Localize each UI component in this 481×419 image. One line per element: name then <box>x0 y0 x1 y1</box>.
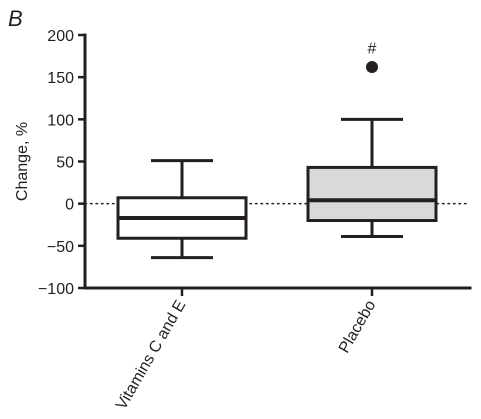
y-axis-title: Change, % <box>14 122 31 201</box>
y-tick-label: 150 <box>47 70 74 87</box>
y-tick-label: 100 <box>47 112 74 129</box>
x-tick-label: Vitamins C and E <box>113 298 189 413</box>
y-tick-label: 200 <box>47 28 74 45</box>
panel-label: B <box>8 6 23 31</box>
y-tick-label: 0 <box>65 197 74 214</box>
plot-area: −100 −50 0 50 100 150 200 Change, % Vitamins C a… <box>14 28 472 413</box>
significance-annotation: # <box>368 41 377 58</box>
y-tick-label: −50 <box>47 239 74 256</box>
x-tick-label: Placebo <box>336 297 380 356</box>
y-tick-label: 50 <box>56 155 74 172</box>
y-tick-label: −100 <box>38 281 74 298</box>
box-iqr <box>306 165 438 223</box>
outlier-point <box>366 61 378 74</box>
